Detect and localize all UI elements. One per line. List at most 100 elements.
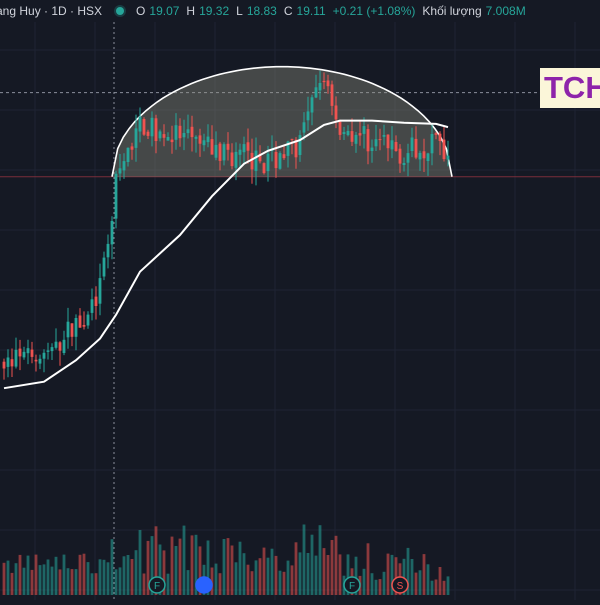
candle-body (94, 296, 98, 306)
volume-bar (362, 568, 366, 595)
candle (346, 125, 350, 137)
candle-body (342, 132, 346, 134)
volume-bar (114, 569, 118, 595)
volume-bar (306, 553, 310, 595)
candle-body (78, 315, 82, 328)
volume-bar (70, 569, 74, 595)
event-marker[interactable]: S (391, 576, 409, 594)
candle-body (154, 118, 158, 141)
volume-bar (254, 560, 258, 595)
candle-body (414, 138, 418, 158)
volume-bar (386, 553, 390, 595)
candle (82, 311, 86, 330)
volume-bar (430, 580, 434, 595)
candle-body (390, 140, 394, 150)
candle-body (398, 148, 402, 164)
candle-body (34, 359, 38, 362)
candle (286, 140, 290, 168)
volume-bar (58, 569, 62, 595)
candle (282, 144, 286, 160)
event-marker[interactable]: F (148, 576, 166, 594)
candle-body (410, 137, 414, 151)
event-marker[interactable]: F (343, 576, 361, 594)
candle (222, 142, 226, 166)
candle (262, 162, 266, 175)
volume-bar (86, 562, 90, 595)
volume-bar (158, 544, 162, 595)
candle (366, 124, 370, 165)
volume-bar (274, 555, 278, 595)
ticker-badge: TCH (540, 68, 600, 108)
candle-body (442, 139, 446, 160)
volume-bar (370, 573, 374, 595)
volume-bar (246, 564, 250, 595)
volume-value: 7.008M (485, 4, 526, 18)
candle-body (242, 144, 246, 153)
volume-bar (402, 558, 406, 595)
candle (150, 111, 154, 147)
volume-bar (186, 570, 190, 595)
candle-body (326, 80, 330, 87)
moving-average-line (3, 119, 449, 390)
volume-bar (414, 572, 418, 595)
candle-body (134, 128, 138, 148)
volume-bar (90, 573, 94, 595)
event-marker-circle (195, 576, 213, 594)
candle-body (182, 133, 186, 138)
volume-bar (418, 570, 422, 595)
candle-body (318, 83, 322, 91)
candle (22, 346, 26, 360)
candle-body (234, 151, 238, 168)
candle (114, 170, 118, 229)
candle (298, 130, 302, 162)
candle (78, 308, 82, 328)
event-marker-circle (391, 576, 409, 594)
candle-body (338, 121, 342, 135)
volume-bar (214, 563, 218, 595)
candle (42, 349, 46, 373)
candle-body (90, 299, 94, 313)
candle (138, 107, 142, 143)
candle-body (26, 348, 30, 354)
candle-body (86, 314, 90, 326)
candle (338, 119, 342, 140)
low-label: L (236, 4, 243, 18)
candle-body (394, 142, 398, 151)
volume-bar (366, 543, 370, 595)
candle-body (246, 142, 250, 151)
candle-body (218, 143, 222, 161)
candle (382, 124, 386, 146)
volume-bar (62, 554, 66, 595)
candle (6, 349, 10, 378)
candle (390, 126, 394, 159)
candle (54, 328, 58, 350)
volume-bar (130, 559, 134, 595)
candle-body (122, 161, 126, 171)
volume-bar (374, 579, 378, 595)
candle (122, 153, 126, 179)
volume-bar (98, 559, 102, 595)
candle (50, 343, 54, 360)
volume-bar (442, 580, 446, 595)
candle (174, 113, 178, 150)
volume-bar (318, 525, 322, 595)
candle (202, 133, 206, 152)
volume-bar (446, 576, 450, 595)
candle-body (366, 129, 370, 152)
candle (246, 128, 250, 164)
candle-body (194, 136, 198, 139)
volume-bar (106, 562, 110, 595)
volume-bar (266, 557, 270, 595)
volume-bar (230, 545, 234, 595)
volume-bar (270, 548, 274, 595)
volume-bar (138, 530, 142, 595)
volume-label: Khối lượng (422, 4, 482, 18)
candle-body (38, 358, 42, 364)
volume-bar (334, 535, 338, 595)
candle (354, 131, 358, 153)
volume-bar (422, 554, 426, 595)
event-marker[interactable] (195, 576, 213, 594)
symbol-title[interactable]: ang Huy · 1D · HSX (0, 4, 103, 18)
open-label: O (136, 4, 146, 18)
